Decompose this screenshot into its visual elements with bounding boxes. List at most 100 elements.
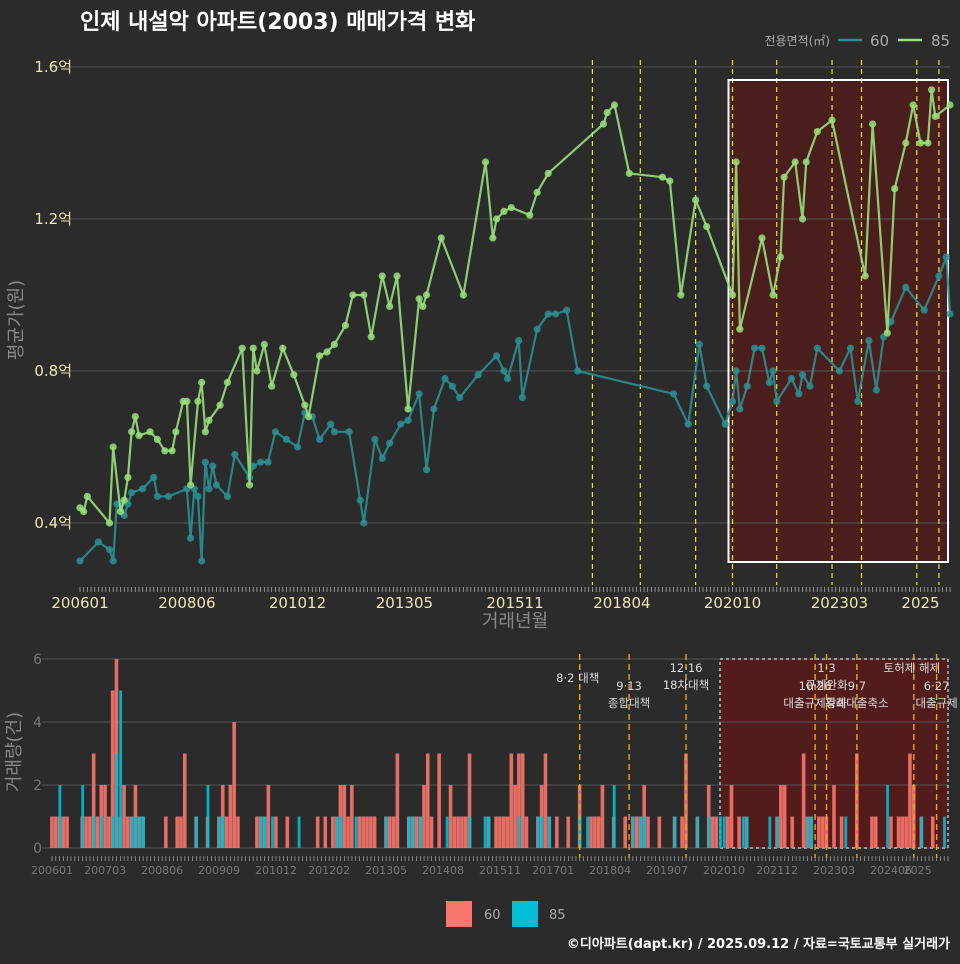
- data-point-85: [813, 128, 821, 136]
- bar-60: [107, 816, 111, 848]
- data-point-85: [419, 302, 427, 310]
- data-point-85: [198, 378, 206, 386]
- bar-60: [331, 816, 335, 848]
- data-point-60: [205, 485, 213, 493]
- bar-60: [388, 816, 392, 848]
- data-point-60: [330, 428, 338, 436]
- policy-label: 1·3: [817, 661, 835, 675]
- data-point-60: [105, 546, 114, 554]
- bar-60: [369, 816, 373, 848]
- data-point-60: [806, 382, 814, 390]
- bar-60: [684, 753, 688, 848]
- data-point-85: [758, 234, 766, 242]
- policy-label: 9·7: [848, 679, 866, 693]
- bar-60: [342, 785, 347, 848]
- legend-label-60-bottom: 60: [484, 908, 501, 923]
- data-point-85: [304, 413, 313, 421]
- data-point-60: [684, 420, 692, 428]
- data-point-85: [186, 481, 195, 489]
- data-point-60: [865, 337, 873, 345]
- data-point-85: [507, 204, 515, 212]
- bar-60: [357, 816, 362, 848]
- x-tick-label-bottom: 2025: [904, 864, 932, 877]
- data-point-85: [459, 291, 467, 299]
- data-point-85: [415, 295, 423, 303]
- legend-label-85-bottom: 85: [549, 908, 566, 923]
- bar-60: [53, 816, 58, 848]
- data-point-85: [386, 302, 394, 310]
- data-point-85: [268, 382, 276, 390]
- data-point-60: [574, 367, 582, 375]
- bar-85: [943, 816, 946, 848]
- data-point-60: [902, 283, 910, 291]
- bar-60: [91, 753, 96, 848]
- data-point-85: [736, 325, 744, 333]
- bar-85: [776, 816, 779, 848]
- bar-60: [498, 816, 502, 848]
- bar-85: [806, 816, 810, 848]
- bar-60: [361, 816, 366, 848]
- bar-60: [566, 816, 571, 848]
- bar-60: [179, 816, 183, 848]
- bar-60: [710, 816, 715, 848]
- bar-85: [810, 816, 814, 848]
- y-tick-label: 1.2억: [34, 210, 72, 228]
- bar-60: [680, 816, 684, 848]
- bar-85: [138, 816, 142, 848]
- data-point-60: [378, 454, 386, 462]
- bar-60: [372, 816, 377, 848]
- data-point-85: [909, 101, 917, 109]
- data-point-85: [172, 428, 180, 436]
- bar-60: [452, 816, 457, 848]
- data-point-60: [76, 557, 84, 565]
- bar-60: [501, 816, 506, 848]
- data-point-60: [397, 420, 405, 428]
- y-tick-label: 1.6억: [34, 58, 72, 76]
- data-point-85: [360, 291, 368, 299]
- data-point-85: [83, 492, 91, 500]
- bar-60: [782, 785, 787, 848]
- data-point-60: [231, 451, 239, 459]
- data-point-85: [868, 120, 877, 128]
- data-point-60: [293, 443, 302, 451]
- y-tick-label-bottom: 4: [33, 715, 42, 731]
- bar-85: [354, 816, 358, 848]
- data-point-60: [249, 462, 257, 470]
- bar-85: [612, 785, 616, 848]
- y-axis-title: 평균가(원): [6, 280, 27, 360]
- data-point-85: [120, 496, 128, 504]
- x-tick-label: 201305: [376, 594, 433, 612]
- data-point-85: [677, 291, 685, 299]
- data-point-60: [887, 318, 895, 326]
- bar-60: [84, 816, 88, 848]
- data-point-60: [515, 337, 523, 345]
- bar-85: [639, 816, 643, 848]
- data-point-85: [599, 120, 608, 128]
- data-point-60: [415, 390, 423, 398]
- data-point-60: [186, 534, 195, 542]
- bar-85: [339, 816, 343, 848]
- data-point-85: [161, 447, 169, 455]
- data-point-60: [201, 458, 209, 466]
- bar-60: [365, 816, 369, 848]
- policy-label: 6·27: [924, 679, 950, 693]
- bar-60: [790, 816, 795, 848]
- data-point-85: [902, 139, 910, 147]
- bar-60: [832, 785, 836, 848]
- bar-85: [130, 816, 134, 848]
- bar-85: [483, 816, 487, 848]
- data-point-85: [437, 234, 445, 242]
- x-tick-label: 201804: [593, 594, 650, 612]
- data-point-60: [563, 306, 571, 314]
- bar-60: [323, 816, 328, 848]
- x-tick-label-bottom: 201305: [365, 864, 407, 877]
- y-tick-label-bottom: 0: [33, 841, 42, 857]
- bar-60: [182, 753, 187, 848]
- data-point-85: [367, 333, 375, 341]
- bar-85: [407, 816, 411, 848]
- data-point-85: [124, 473, 132, 481]
- data-point-60: [942, 253, 950, 261]
- policy-label: 18차대책: [663, 678, 709, 692]
